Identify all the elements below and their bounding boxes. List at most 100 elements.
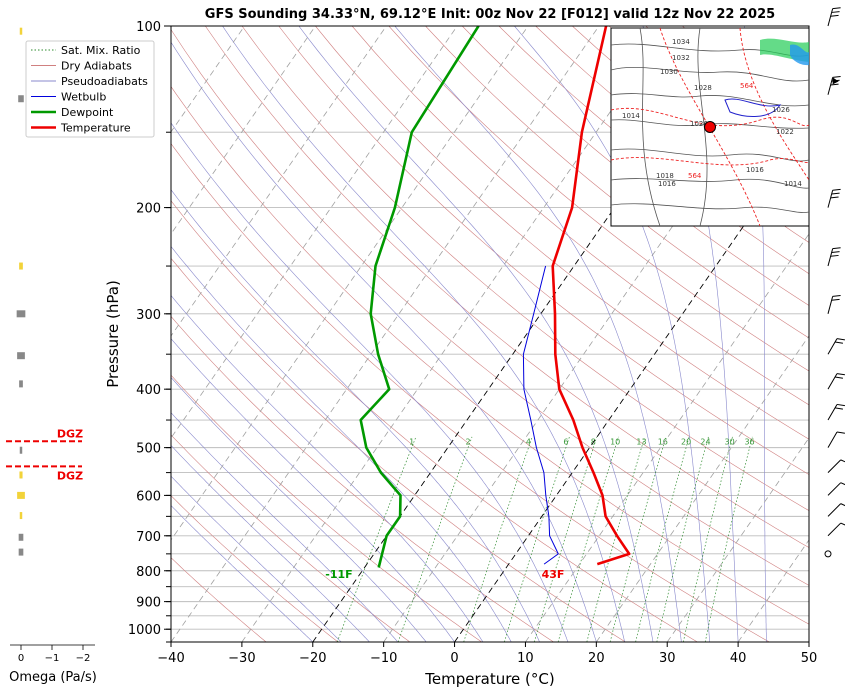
map-contour bbox=[724, 98, 782, 117]
isotherm bbox=[171, 26, 245, 133]
dry-adiabat bbox=[278, 26, 809, 475]
dry-adiabat bbox=[171, 29, 809, 586]
x-tick-label: 10 bbox=[517, 651, 534, 666]
mixing-ratio-label: 13 bbox=[636, 438, 646, 447]
dry-adiabat bbox=[171, 315, 554, 642]
isotherm bbox=[241, 26, 671, 642]
series-wetbulb bbox=[522, 265, 559, 565]
map-isobar bbox=[639, 28, 661, 226]
chart-title: GFS Sounding 34.33°N, 69.12°E Init: 00z … bbox=[205, 7, 775, 22]
y-tick-label: 800 bbox=[136, 565, 161, 580]
wind-barb bbox=[827, 295, 841, 314]
pseudoadiabat bbox=[642, 26, 739, 642]
omega-bar bbox=[18, 533, 24, 541]
pseudoadiabat bbox=[298, 26, 654, 642]
legend: Sat. Mix. Ratio Dry Adiabats Pseudoadiabat… bbox=[25, 40, 155, 138]
wind-barb bbox=[824, 550, 832, 558]
grid-lines bbox=[171, 26, 809, 642]
map-isobar bbox=[611, 203, 809, 213]
dry-adiabat bbox=[205, 26, 809, 548]
isotherm bbox=[171, 26, 387, 337]
omega-tick-label: 0 bbox=[18, 653, 24, 664]
map-thickness-line bbox=[739, 28, 809, 181]
omega-bar bbox=[19, 380, 23, 388]
mixing-ratio-line bbox=[504, 436, 570, 642]
pseudoadiabat bbox=[171, 376, 427, 642]
series-dewpoint bbox=[359, 26, 480, 568]
legend-label: Pseudoadiabats bbox=[61, 75, 148, 88]
dry-adiabat bbox=[171, 86, 809, 625]
mixing-ratio-label: 1 bbox=[409, 438, 414, 447]
map-isobar bbox=[611, 178, 809, 189]
wind-barb bbox=[827, 459, 845, 473]
dry-adiabat bbox=[461, 26, 809, 306]
y-tick-label: 500 bbox=[136, 442, 161, 457]
map-thickness-line bbox=[611, 157, 809, 166]
wind-barb bbox=[827, 482, 845, 496]
mixing-ratio-line bbox=[533, 436, 598, 642]
y-axis: 100 200 300 400 500 600 700 800 900 1000 bbox=[128, 20, 171, 643]
x-tick-label: 30 bbox=[659, 651, 676, 666]
mixing-ratio-label: 16 bbox=[658, 438, 668, 447]
map-label: 1022 bbox=[776, 128, 794, 136]
pseudoadiabat bbox=[171, 294, 484, 642]
pseudoadiabat bbox=[171, 412, 399, 642]
y-tick-label: 1000 bbox=[128, 623, 161, 638]
isotherm bbox=[171, 26, 529, 541]
legend-label: Wetbulb bbox=[61, 91, 106, 104]
pseudoadiabat bbox=[171, 505, 314, 642]
dgz-label: DGZ bbox=[57, 427, 83, 440]
y-tick-label: 300 bbox=[136, 308, 161, 323]
map-label: 1026 bbox=[772, 106, 790, 114]
dewpoint-surface-label: -11F bbox=[325, 568, 352, 581]
mixing-ratio-line bbox=[586, 436, 646, 642]
wind-barb bbox=[827, 247, 841, 267]
mixing-ratio-label: 6 bbox=[563, 438, 568, 447]
omega-bar bbox=[16, 310, 26, 318]
inset-map: 1034103210301028102610261022101810161016… bbox=[610, 27, 810, 227]
pseudoadiabat bbox=[171, 444, 370, 642]
pseudoadiabat bbox=[171, 338, 455, 642]
isotherm bbox=[171, 26, 458, 439]
omega-bar bbox=[19, 27, 23, 35]
map-label: 1032 bbox=[672, 54, 690, 62]
wind-barb bbox=[827, 522, 845, 537]
mixing-ratio-line bbox=[397, 436, 473, 642]
omega-bar bbox=[19, 471, 23, 479]
map-label: 564 bbox=[740, 82, 754, 90]
pseudoadiabat bbox=[171, 122, 569, 642]
y-tick-label: 700 bbox=[136, 530, 161, 545]
sounding-series bbox=[359, 26, 631, 568]
mixing-ratio-line bbox=[336, 436, 417, 642]
legend-label: Temperature bbox=[60, 122, 131, 135]
mixing-ratio-label: 20 bbox=[681, 438, 691, 447]
x-tick-label: −10 bbox=[370, 651, 397, 666]
isotherm bbox=[454, 131, 809, 642]
map-isobar bbox=[611, 66, 809, 82]
dry-adiabat bbox=[171, 257, 626, 642]
legend-label: Sat. Mix. Ratio bbox=[61, 44, 141, 57]
wind-barb bbox=[827, 188, 841, 208]
omega-bar bbox=[17, 491, 25, 499]
omega-bar bbox=[18, 548, 24, 556]
map-label: 564 bbox=[688, 172, 702, 180]
x-tick-label: −40 bbox=[157, 651, 184, 666]
map-label: 1018 bbox=[656, 172, 674, 180]
isotherm bbox=[525, 233, 809, 642]
pseudoadiabat bbox=[222, 26, 625, 642]
map-isobar bbox=[611, 93, 809, 107]
pseudoadiabat bbox=[171, 41, 597, 642]
legend-label: Dry Adiabats bbox=[61, 60, 132, 73]
map-label: 1028 bbox=[694, 84, 712, 92]
mixing-ratio-line bbox=[704, 436, 753, 642]
map-label: 1014 bbox=[622, 112, 640, 120]
isotherm bbox=[666, 437, 809, 642]
pseudoadiabat bbox=[394, 26, 682, 642]
wind-barb bbox=[827, 7, 841, 27]
map-label: 1016 bbox=[658, 180, 676, 188]
pseudoadiabat bbox=[171, 189, 540, 642]
y-tick-label: 600 bbox=[136, 489, 161, 504]
isotherm bbox=[171, 26, 600, 642]
mixing-ratio-label: 30 bbox=[724, 438, 734, 447]
map-label: 1026 bbox=[690, 120, 708, 128]
